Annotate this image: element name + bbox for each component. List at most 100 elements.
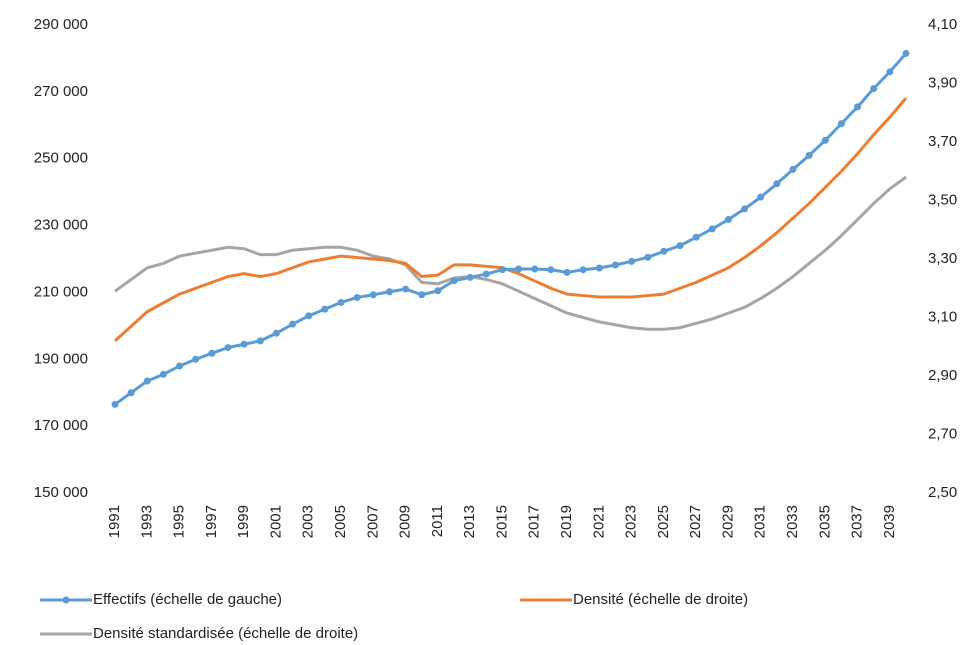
x-tick-label: 2017 [526,505,543,538]
series-marker [611,261,619,269]
series-marker [176,362,184,370]
series-marker [385,288,393,296]
series-marker [418,291,426,299]
series-marker [708,225,716,233]
y-tick-label: 210 000 [34,283,88,300]
x-tick-label: 2013 [461,505,478,538]
series-marker [224,344,232,352]
series-marker [434,287,442,295]
x-tick-label: 2015 [493,505,510,538]
y2-tick-label: 2,50 [928,484,957,501]
series-marker [515,265,523,273]
series-marker [272,329,280,337]
x-tick-label: 2009 [397,505,414,538]
y2-tick-label: 4,10 [928,16,957,33]
x-tick-label: 2021 [590,505,607,538]
series-marker [321,305,329,313]
series-marker [805,151,813,159]
x-tick-label: 1997 [203,505,220,538]
x-tick-label: 2023 [623,505,640,538]
legend-label: Densité standardisée (échelle de droite) [93,625,358,642]
series-marker [628,257,636,265]
x-tick-label: 2019 [558,505,575,538]
x-tick-label: 1993 [138,505,155,538]
series-marker [531,265,539,273]
series-line [114,175,907,331]
series-marker [369,291,377,299]
legend-label: Effectifs (échelle de gauche) [93,591,282,608]
y2-tick-label: 3,30 [928,250,957,267]
series-line [114,52,908,406]
series-marker [789,165,797,173]
series-marker [240,340,248,348]
series-marker [256,337,264,345]
series-marker [466,273,474,281]
y-tick-label: 230 000 [34,217,88,234]
series-marker [644,253,652,261]
x-tick-label: 2003 [300,505,317,538]
series-marker [498,266,506,274]
series-marker [563,268,571,276]
series-marker [757,193,765,201]
x-tick-label: 2035 [816,505,833,538]
series-marker [127,389,135,397]
series-marker [111,400,119,408]
series-marker [741,205,749,213]
y2-tick-label: 3,10 [928,308,957,325]
series-marker [305,312,313,320]
series-marker [854,103,862,111]
x-tick-label: 2031 [752,505,769,538]
x-tick-label: 2011 [429,505,446,537]
series-marker [579,266,587,274]
series-marker [676,242,684,250]
series-marker [208,349,216,357]
y-tick-label: 250 000 [34,150,88,167]
series-marker [870,85,878,93]
series-marker [547,266,555,274]
series-marker [450,277,458,285]
series-marker [353,293,361,301]
x-tick-label: 1999 [235,505,252,538]
series-line [113,97,908,343]
y-tick-label: 290 000 [34,16,88,33]
x-tick-label: 2007 [364,505,381,538]
x-tick-label: 2005 [332,505,349,538]
x-tick-label: 2027 [687,505,704,538]
x-tick-label: 2025 [655,505,672,538]
y-tick-label: 270 000 [34,83,88,100]
x-tick-label: 1991 [106,505,123,538]
series-marker [289,320,297,328]
series-marker [773,180,781,188]
series-marker [821,136,829,144]
series-marker [192,355,200,363]
y2-tick-label: 2,70 [928,425,957,442]
y-tick-label: 150 000 [34,484,88,501]
x-tick-label: 2033 [784,505,801,538]
series-marker [660,247,668,255]
x-tick-label: 2039 [881,505,898,538]
y-tick-label: 190 000 [34,350,88,367]
y2-tick-label: 3,50 [928,191,957,208]
x-tick-label: 2001 [267,505,284,538]
y2-tick-label: 2,90 [928,367,957,384]
y2-tick-label: 3,70 [928,133,957,150]
series-marker [902,49,910,57]
series-marker [724,216,732,224]
x-tick-label: 2029 [719,505,736,538]
series-marker [402,285,410,293]
series-marker [143,377,151,385]
series-marker [886,68,894,76]
series-marker [337,298,345,306]
legend-marker [62,596,70,604]
x-tick-label: 2037 [849,505,866,538]
series-marker [837,120,845,128]
y2-tick-label: 3,90 [928,74,957,91]
series-marker [159,370,167,378]
legend-label: Densité (échelle de droite) [573,591,748,608]
y-tick-label: 170 000 [34,417,88,434]
series-marker [482,270,490,278]
series-marker [595,264,603,272]
series-marker [692,233,700,241]
x-tick-label: 1995 [171,505,188,538]
